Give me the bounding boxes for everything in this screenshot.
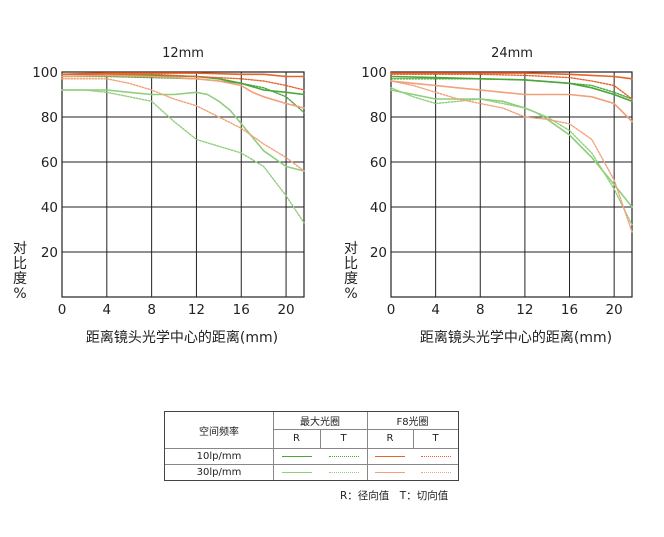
- legend-divider: [165, 464, 458, 465]
- series-line-max_30_R: [61, 89, 305, 172]
- y-tick-label: 20: [41, 245, 58, 261]
- x-tick-label: 20: [606, 302, 623, 318]
- legend-swatch-max-10-t: [329, 456, 359, 457]
- legend-header-max-aperture: 最大光圈: [300, 417, 340, 428]
- chart-0: 20 40 60 80 100 0 4 8 12 16 20 12mm 距离镜头光学中心的距离(mm) 对…: [13, 46, 305, 346]
- y-tick-label: 60: [41, 155, 58, 171]
- series-line-f8_10_R: [390, 72, 633, 80]
- chart-1: 20 40 60 80 100 0 4 8 12 16 20 24mm 距离镜头光学中心的距离(mm) 对…: [344, 46, 633, 346]
- series-line-f8_10_R: [61, 72, 305, 78]
- x-tick-label: 12: [188, 302, 205, 318]
- x-tick-label: 0: [58, 302, 67, 318]
- x-tick-label: 16: [233, 302, 250, 318]
- legend-header-f8: F8光圈: [396, 417, 429, 428]
- plot-area: [62, 72, 304, 297]
- legend-header-max-r: R: [293, 433, 300, 444]
- series-line-max_30_T: [61, 89, 305, 224]
- y-tick-label: 40: [41, 200, 58, 216]
- x-tick-label: 8: [147, 302, 156, 318]
- plot-frame: [61, 71, 305, 298]
- x-tick-label: 4: [103, 302, 112, 318]
- x-tick-label: 0: [387, 302, 396, 318]
- series-line-f8_30_T: [61, 78, 305, 172]
- legend-header-f8-t: T: [432, 433, 439, 444]
- y-tick-label: 40: [370, 200, 387, 216]
- legend-divider: [273, 412, 274, 480]
- legend-divider: [165, 448, 458, 449]
- legend-header-frequency: 空间频率: [199, 426, 239, 438]
- legend-divider: [413, 429, 414, 448]
- y-tick-label: 100: [361, 65, 387, 81]
- legend-divider: [273, 429, 458, 430]
- x-tick-label: 8: [476, 302, 485, 318]
- legend-row-30lp: 30lp/mm: [196, 466, 242, 478]
- legend-swatch-max-30-t: [329, 472, 359, 473]
- footnote: R：径向值 T：切向值: [340, 490, 449, 502]
- x-axis-label: 距离镜头光学中心的距离(mm): [420, 329, 612, 346]
- x-tick-label: 16: [561, 302, 578, 318]
- series-line-f8_10_T: [61, 73, 305, 91]
- y-tick-label: 80: [370, 110, 387, 126]
- series-line-max_10_T: [390, 78, 633, 100]
- legend-row-10lp: 10lp/mm: [196, 450, 242, 462]
- legend-table: 空间频率 最大光圈 F8光圈 R T R T 10lp/mm 30lp/mm: [164, 411, 459, 481]
- legend-divider: [367, 412, 368, 480]
- plot-frame: [390, 71, 633, 298]
- series-line-max_30_T: [390, 87, 633, 226]
- plot-area: [391, 72, 632, 297]
- x-tick-label: 4: [431, 302, 440, 318]
- legend-header-max-t: T: [340, 433, 347, 444]
- y-tick-label: 60: [370, 155, 387, 171]
- legend-header-f8-r: R: [386, 433, 394, 444]
- legend-swatch-f8-10-r: [375, 456, 405, 457]
- y-tick-label: 80: [41, 110, 58, 126]
- series-line-f8_10_T: [390, 73, 633, 100]
- legend-swatch-max-10-r: [282, 456, 312, 457]
- legend-divider: [320, 429, 321, 448]
- y-tick-label: 20: [370, 245, 387, 261]
- x-axis-label: 距离镜头光学中心的距离(mm): [86, 329, 278, 346]
- legend-swatch-f8-10-t: [421, 456, 451, 457]
- chart-title: 24mm: [491, 46, 533, 61]
- legend-swatch-f8-30-r: [375, 472, 405, 473]
- series-line-f8_30_T: [390, 80, 633, 233]
- legend-swatch-max-30-r: [282, 472, 312, 473]
- y-tick-label: 100: [32, 65, 58, 81]
- legend-swatch-f8-30-t: [421, 472, 451, 473]
- series-line-f8_30_R: [61, 74, 305, 109]
- x-tick-label: 20: [277, 302, 294, 318]
- y-axis-label: 对比度%: [13, 241, 27, 302]
- x-tick-label: 12: [516, 302, 533, 318]
- y-axis-label: 对比度%: [344, 241, 358, 302]
- chart-title: 12mm: [162, 46, 204, 61]
- series-line-f8_30_R: [390, 80, 633, 123]
